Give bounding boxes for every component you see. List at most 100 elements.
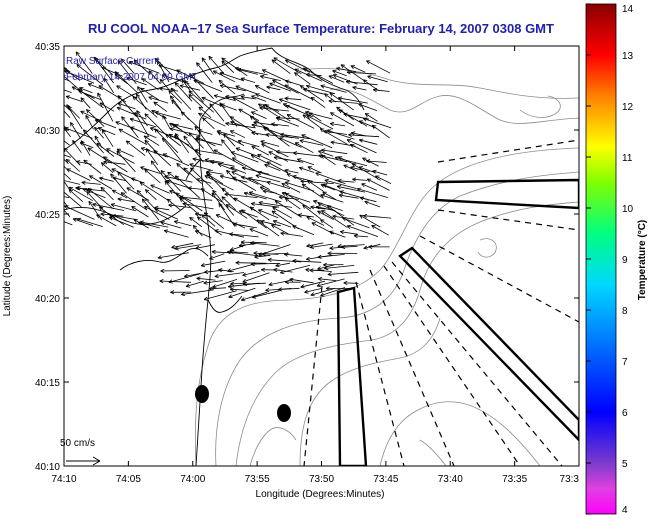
current-vector [64,78,70,82]
current-vector [64,127,93,139]
current-vector-head [160,78,165,82]
current-vector [258,202,292,208]
current-vector [212,190,235,216]
current-vector-head [241,297,245,301]
current-vector-head [330,112,334,117]
current-vector [371,124,390,139]
current-vector [366,60,391,74]
x-tick-label: 74:05 [116,474,141,485]
current-vector-head [87,188,91,193]
current-vector [174,244,202,250]
current-vector [198,112,226,127]
current-vector-head [144,113,147,118]
current-vector-head [273,57,277,62]
current-vector-head [321,149,325,153]
current-vector-head [126,76,131,79]
current-vector [371,225,389,236]
current-vector [117,102,136,110]
current-vector-head [148,96,152,101]
current-vector-head [336,106,341,109]
current-vector-head [153,101,157,106]
current-vector-head [184,80,186,85]
current-vector [219,72,244,82]
current-vector-head [106,148,110,153]
current-vector-head [280,133,284,137]
current-vector-head [275,117,280,121]
current-vector-head [77,88,82,90]
current-vector-head [348,134,353,138]
current-vector-head [140,166,145,168]
current-vector-head [120,192,126,194]
current-vector-head [192,158,197,162]
current-vector-head [132,96,135,101]
current-vector-head [163,230,168,234]
current-vector-head [126,187,130,192]
current-vector-head [221,60,224,66]
current-vector [189,217,203,228]
current-vector [343,164,358,172]
current-vector [165,134,182,147]
current-vector-head [225,94,230,97]
current-vector-head [136,190,142,193]
current-vector-head [302,67,307,72]
current-vector [338,109,368,127]
current-vector-head [251,201,256,204]
current-vector-head [265,132,270,135]
current-vector [203,290,237,300]
current-vector-head [327,274,332,277]
current-vector [303,67,334,84]
current-vector-head [50,85,53,88]
current-vector-head [218,79,223,82]
current-vector-head [258,103,263,105]
current-vector-head [188,90,191,95]
current-vector-head [249,228,253,233]
current-vector [340,64,366,82]
current-vector-head [260,74,265,77]
current-vector-head [64,205,68,210]
current-vector-head [98,85,102,90]
current-vector-head [260,75,264,79]
current-vector-head [241,167,246,171]
current-vector-head [235,260,240,264]
current-vector-head [317,277,323,280]
current-vector [110,173,127,194]
current-vector-head [117,198,122,202]
current-vector-head [201,57,204,62]
current-vector-head [285,80,289,84]
current-vector [255,93,281,104]
current-vector [328,100,359,104]
current-vector [264,164,281,171]
y-tick-label: 40:25 [35,210,60,221]
current-vector [334,157,368,167]
current-vector [81,182,101,185]
current-vector [242,270,260,276]
current-vector-head [160,221,165,226]
current-vector-head [150,127,154,132]
current-vector-head [171,99,174,105]
current-vector-head [52,163,55,165]
radar-spokes [303,139,579,466]
current-vector-head [366,60,370,65]
current-vector-head [179,195,184,198]
current-vector-head [229,233,233,237]
current-vector-head [131,178,135,182]
current-vector [80,97,91,109]
current-vector-head [144,139,149,142]
current-vector-head [300,180,305,184]
current-vector-head [209,255,213,260]
current-vector [65,95,83,103]
current-vector-head [241,176,245,180]
current-vector-head [86,191,91,194]
current-vector-head [220,84,224,86]
current-vector-head [66,168,70,173]
current-vector-head [73,217,78,220]
current-vector [327,205,355,226]
current-vector-head [134,111,139,115]
current-vector-head [362,157,366,162]
current-vector-head [117,102,122,104]
current-vector [271,224,289,235]
current-vector [137,86,148,103]
current-vector-head [145,189,150,192]
current-vector-head [194,230,199,235]
current-vector-head [284,97,289,101]
